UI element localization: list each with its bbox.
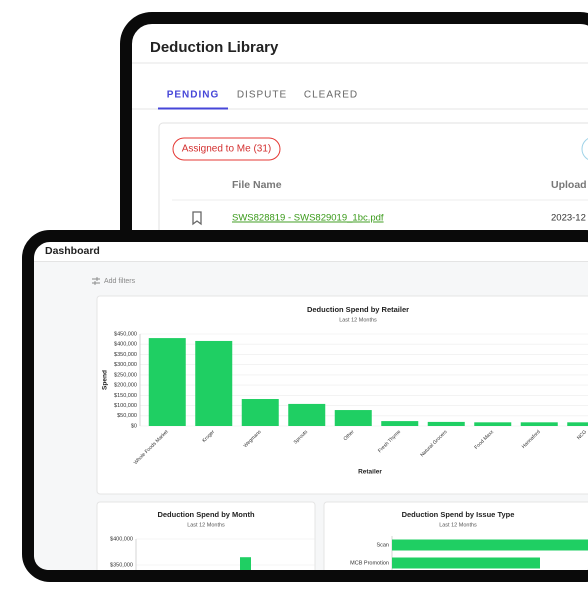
y-tick-label: $400,000 — [114, 342, 137, 348]
filter-chip[interactable] — [172, 137, 281, 161]
y-tick-label: $350,000 — [114, 352, 137, 358]
y-tick-label: $0 — [131, 423, 137, 429]
filter-icon[interactable] — [92, 277, 100, 285]
tab[interactable]: DISPUTE — [237, 90, 287, 101]
bar — [195, 340, 233, 426]
y-axis-label: Spend — [102, 370, 109, 390]
chart-subtitle: Last 12 Months — [187, 522, 225, 528]
bar — [241, 399, 279, 426]
chart-subtitle: Last 12 Months — [439, 522, 477, 528]
tab[interactable]: PENDING — [167, 90, 220, 101]
page-title: Dashboard — [45, 245, 100, 257]
y-tick-label: $150,000 — [114, 393, 137, 399]
bar — [474, 422, 512, 426]
y-tick-label: $200,000 — [114, 383, 137, 389]
y-tick-label: $100,000 — [114, 403, 137, 409]
bar — [288, 403, 326, 426]
y-tick-label: $400,000 — [110, 536, 133, 542]
file-link[interactable]: SWS828819 - SWS829019_1bc.pdf — [232, 213, 384, 224]
bar — [148, 338, 186, 426]
chart-title: Deduction Spend by Retailer — [307, 305, 409, 314]
y-tick-label: $50,000 — [117, 413, 137, 419]
bar — [520, 422, 558, 426]
y-tick-label: $450,000 — [114, 331, 137, 337]
bar — [392, 557, 540, 569]
column-header: File Name — [232, 179, 282, 191]
bar — [567, 422, 588, 426]
add-filters[interactable]: Add filters — [104, 278, 136, 285]
bar — [334, 410, 372, 426]
chart-title: Deduction Spend by Issue Type — [402, 510, 515, 519]
bar — [392, 539, 588, 551]
tab[interactable]: CLEARED — [304, 90, 358, 101]
chart-subtitle: Last 12 Months — [339, 317, 377, 323]
y-tick-label: $300,000 — [114, 362, 137, 368]
y-tick-label: Scan — [376, 542, 389, 548]
x-axis-label: Retailer — [358, 469, 382, 476]
page-title: Deduction Library — [150, 39, 279, 56]
bookmark-icon[interactable] — [192, 211, 202, 226]
y-tick-label: $350,000 — [110, 562, 133, 568]
bar — [381, 421, 419, 426]
filter-chip-label: Assigned to Me (31) — [182, 144, 272, 155]
bar — [427, 421, 465, 426]
dashboard-screen: Dashboard Add filters Deduction Spend by… — [34, 245, 588, 570]
y-tick-label: MCB Promotion — [350, 560, 389, 566]
y-tick-label: $250,000 — [114, 372, 137, 378]
column-header: Upload — [551, 179, 587, 191]
chart-title: Deduction Spend by Month — [157, 510, 254, 519]
upload-date: 2023-12 — [551, 213, 586, 224]
bar — [240, 557, 251, 570]
library-screen: Deduction Library PENDING DISPUTE CLEARE… — [132, 39, 588, 240]
